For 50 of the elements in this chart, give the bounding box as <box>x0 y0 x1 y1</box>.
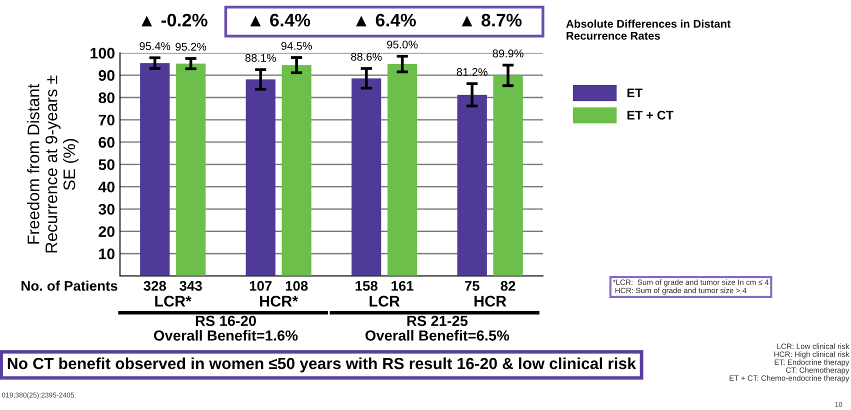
text: 108 <box>286 280 308 291</box>
data-label: 88.6% <box>351 52 382 61</box>
y-tick-label: 50 <box>98 159 115 170</box>
text: 75 <box>464 281 480 291</box>
y-tick-label: 90 <box>98 70 115 81</box>
y-tick-label: 70 <box>98 114 115 126</box>
x-tick-label: LCR* <box>155 296 192 307</box>
x-tick-label: LCR <box>370 296 400 307</box>
text: ▲ 6.4% <box>356 14 416 27</box>
bar <box>176 64 206 276</box>
x-tick-label: HCR <box>474 296 506 307</box>
text: RS 16-20 Overall Benefit=1.6% <box>154 316 298 341</box>
data-label: 89.9% <box>492 50 524 58</box>
data-label: 94.5% <box>281 42 312 50</box>
y-tick-label: 40 <box>98 182 115 192</box>
text: 158 <box>356 280 378 291</box>
data-label: 95.0% <box>387 40 418 48</box>
text: 161 <box>392 280 414 291</box>
text: 107 <box>250 280 272 291</box>
y-tick-label: 30 <box>98 204 115 215</box>
y-tick-label: 10 <box>99 248 115 260</box>
text: No CT benefit observed in women ≤50 years with RS result 16-20 & low clinical risk <box>8 357 636 372</box>
bar <box>352 78 382 276</box>
y-tick-label: 20 <box>98 226 115 238</box>
y-axis-title: Freedom from Distant Recurrence at 9-years ± SE (%) <box>27 76 79 252</box>
bar <box>457 94 487 276</box>
bar <box>140 63 170 276</box>
bar <box>246 79 276 276</box>
bar <box>282 65 312 276</box>
legend-label: ET <box>627 88 642 98</box>
text: 343 <box>180 280 202 291</box>
text: 82 <box>500 280 516 291</box>
y-tick-label: 100 <box>90 48 115 59</box>
text: 328 <box>144 280 166 291</box>
data-label: 95.4% <box>140 42 170 50</box>
data-label: 95.2% <box>176 42 206 51</box>
data-label: 81.2% <box>456 68 488 76</box>
text: ▲ 6.4% <box>250 14 310 27</box>
text: ▲ -0.2% <box>141 14 208 27</box>
text: ▲ 8.7% <box>462 14 522 27</box>
bar <box>388 64 418 276</box>
text: RS 21-25 Overall Benefit=6.5% <box>365 316 510 341</box>
x-tick-label: HCR* <box>260 296 298 307</box>
y-tick-label: 80 <box>98 92 115 104</box>
text: No. of Patients <box>22 280 118 291</box>
data-label: 88.1% <box>245 54 276 62</box>
text: Absolute Differences in Distant Recurrence Rates <box>566 20 731 40</box>
legend-label: ET + CT <box>627 110 674 120</box>
bar <box>493 75 523 276</box>
y-tick-label: 60 <box>98 136 115 148</box>
